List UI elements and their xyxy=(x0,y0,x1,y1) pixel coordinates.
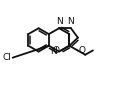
Text: N: N xyxy=(56,17,62,26)
Text: O: O xyxy=(79,46,86,55)
Text: O: O xyxy=(53,46,60,55)
Text: N: N xyxy=(50,47,57,56)
Text: N: N xyxy=(68,17,74,26)
Text: Cl: Cl xyxy=(3,53,11,62)
